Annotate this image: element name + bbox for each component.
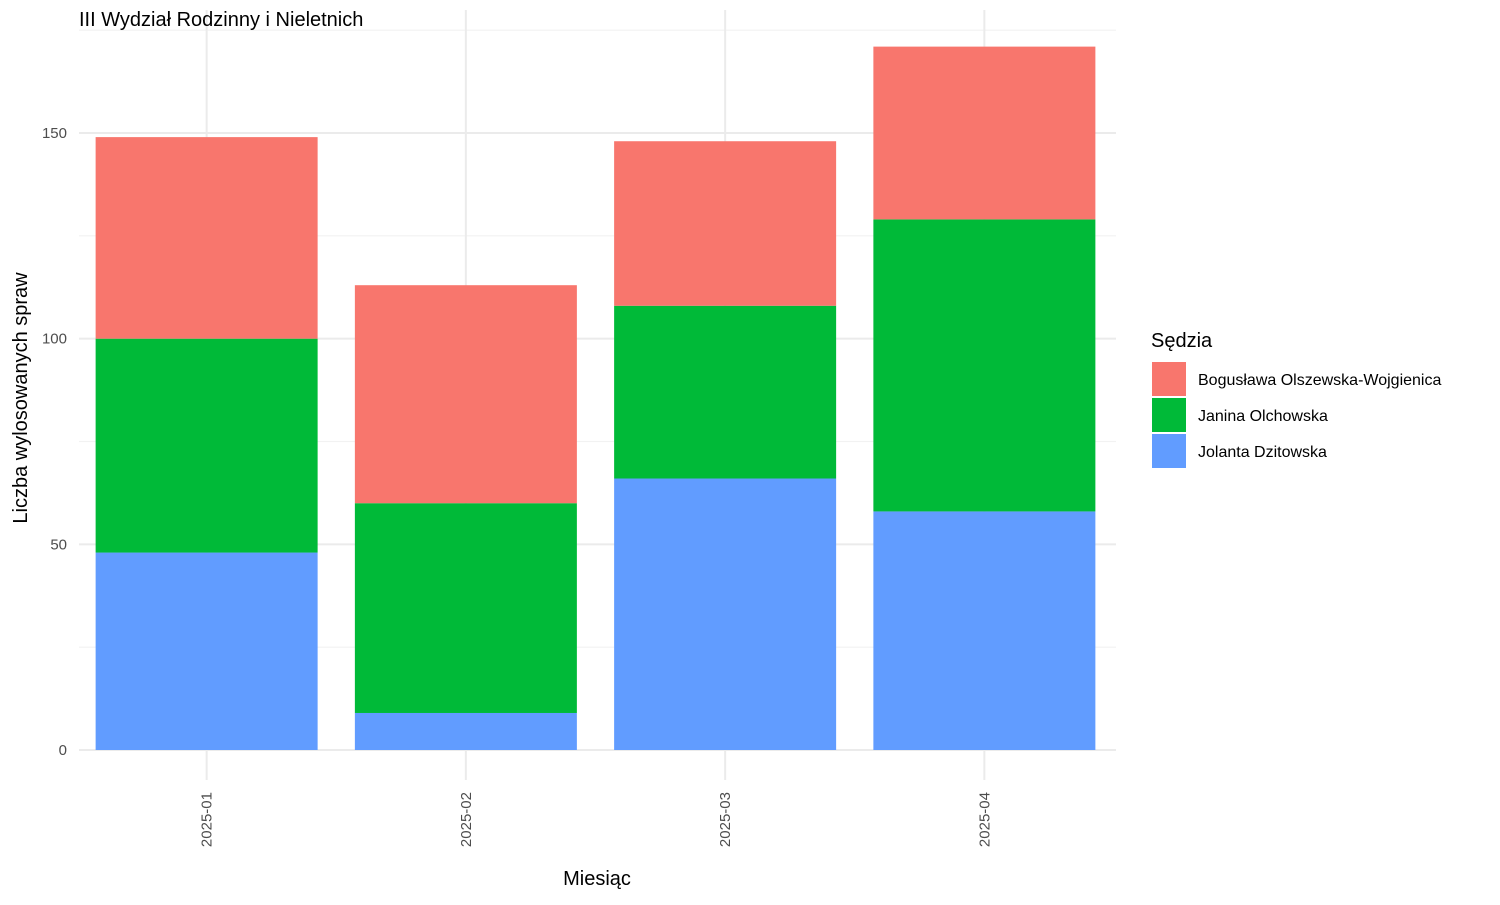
y-axis-title: Liczba wylosowanych spraw <box>10 272 32 524</box>
y-tick-label: 50 <box>50 536 67 553</box>
bar-segment <box>354 503 577 713</box>
y-tick-label: 150 <box>42 125 67 142</box>
x-axis-ticks: 2025-01 2025-02 2025-03 2025-04 <box>199 792 994 847</box>
bar-segment <box>873 511 1096 750</box>
bar-segment <box>95 338 318 553</box>
bar-segment <box>873 219 1096 512</box>
legend-swatch <box>1152 362 1186 396</box>
y-tick-label: 0 <box>59 742 67 759</box>
legend-swatch <box>1152 434 1186 468</box>
x-tick-label: 2025-02 <box>458 792 475 847</box>
bar-segment <box>614 478 837 750</box>
legend-label: Bogusława Olszewska-Wojgienica <box>1198 372 1441 389</box>
legend-label: Jolanta Dzitowska <box>1198 444 1327 461</box>
bar-segment <box>95 552 318 750</box>
x-tick-label: 2025-03 <box>717 792 734 847</box>
y-axis-ticks: 0 50 100 150 <box>42 125 67 759</box>
legend-swatch <box>1152 398 1186 432</box>
x-tick-label: 2025-01 <box>199 792 216 847</box>
chart-title: III Wydział Rodzinny i Nieletnich <box>79 9 363 31</box>
bar-segment <box>873 46 1096 220</box>
bar-segment <box>354 712 577 750</box>
legend-label: Janina Olchowska <box>1198 408 1328 425</box>
bar-segment <box>614 305 837 479</box>
x-axis-title: Miesiąc <box>563 868 631 890</box>
bar-segment <box>354 285 577 504</box>
bar-segment <box>614 141 837 306</box>
legend-title: Sędzia <box>1151 330 1213 352</box>
x-tick-label: 2025-04 <box>976 792 993 847</box>
legend: Sędzia Bogusława Olszewska-Wojgienica Jan… <box>1151 330 1441 468</box>
bars-layer <box>95 46 1096 750</box>
bar-segment <box>95 137 318 339</box>
y-tick-label: 100 <box>42 331 67 348</box>
